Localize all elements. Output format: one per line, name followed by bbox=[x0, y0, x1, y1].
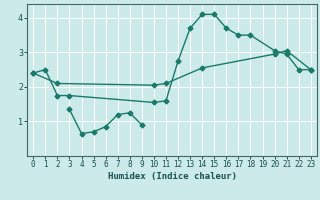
X-axis label: Humidex (Indice chaleur): Humidex (Indice chaleur) bbox=[108, 172, 236, 181]
